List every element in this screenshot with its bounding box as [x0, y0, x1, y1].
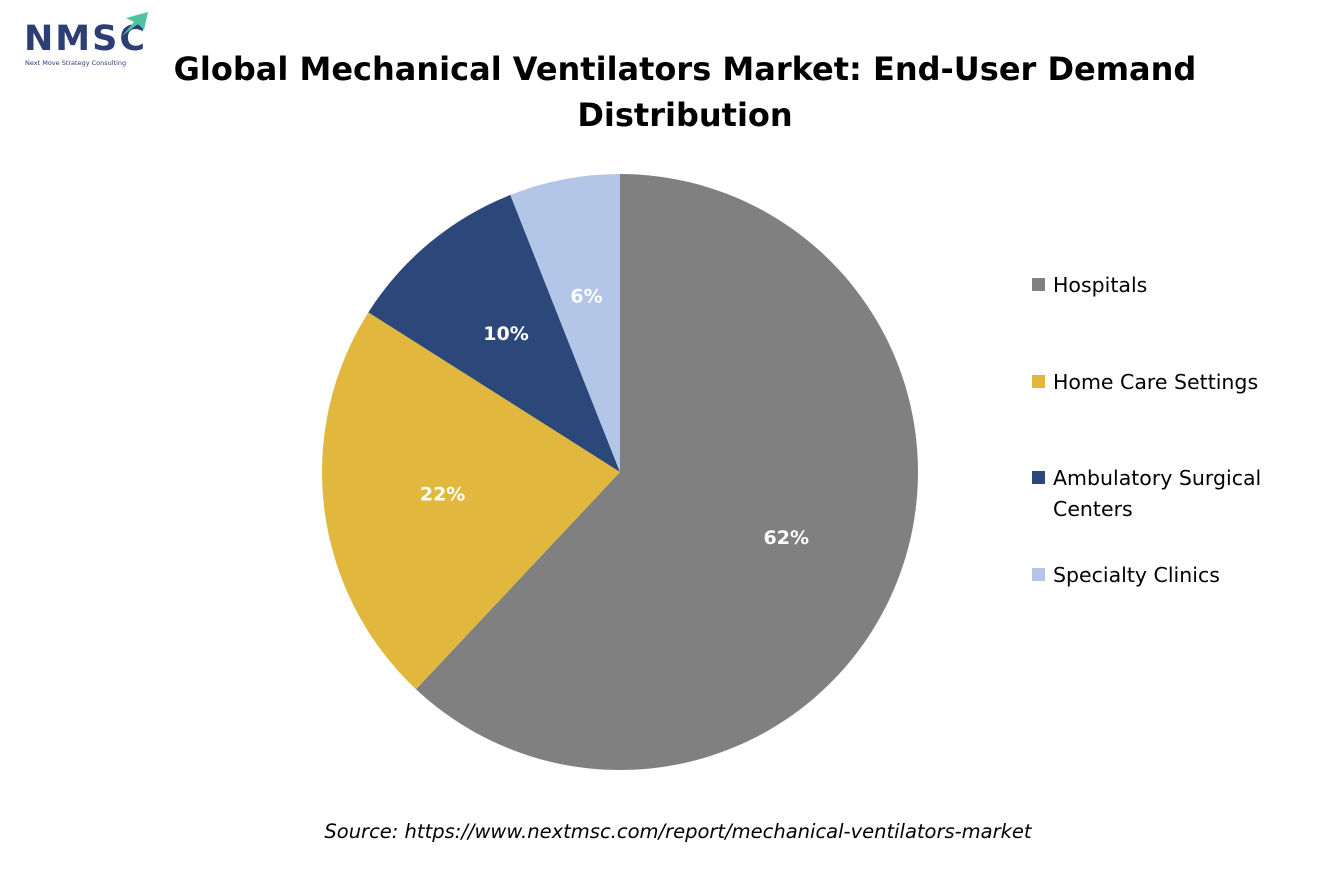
pie-slice-ambulatory-surgical-centers: [368, 194, 620, 472]
logo-tagline: Next Move Strategy Consulting: [25, 59, 127, 67]
legend-label: Ambulatory Surgical Centers: [1053, 466, 1262, 521]
chart-title: Global Mechanical Ventilators Market: En…: [173, 50, 1197, 134]
source-note: Source: https://www.nextmsc.com/report/m…: [324, 820, 1032, 843]
pie-slice-label: 10%: [483, 323, 528, 345]
pie-slice-hospitals: [416, 174, 918, 770]
logo-text: NMSC: [24, 19, 148, 59]
pie-slice-label: 62%: [764, 527, 809, 549]
pie-slice-label: 6%: [570, 285, 602, 307]
pie-slice-specialty-clinics: [510, 174, 620, 472]
pie-slice-home-care-settings: [322, 312, 620, 690]
pie-slice-label: 22%: [420, 483, 465, 505]
legend-label: Specialty Clinics: [1053, 563, 1220, 587]
legend-swatch: [1032, 471, 1045, 484]
legend-label: Home Care Settings: [1053, 370, 1259, 394]
legend-label: Hospitals: [1053, 273, 1148, 297]
pie-slices: [322, 174, 918, 770]
legend-swatch: [1032, 375, 1045, 388]
nmsc-logo: NMSC Next Move Strategy Consulting: [22, 12, 154, 70]
legend-swatch: [1032, 278, 1045, 291]
legend-swatch: [1032, 568, 1045, 581]
arrow-icon: [122, 12, 148, 36]
pie-slice-labels: 62% 22% 10% 6%: [420, 285, 809, 548]
